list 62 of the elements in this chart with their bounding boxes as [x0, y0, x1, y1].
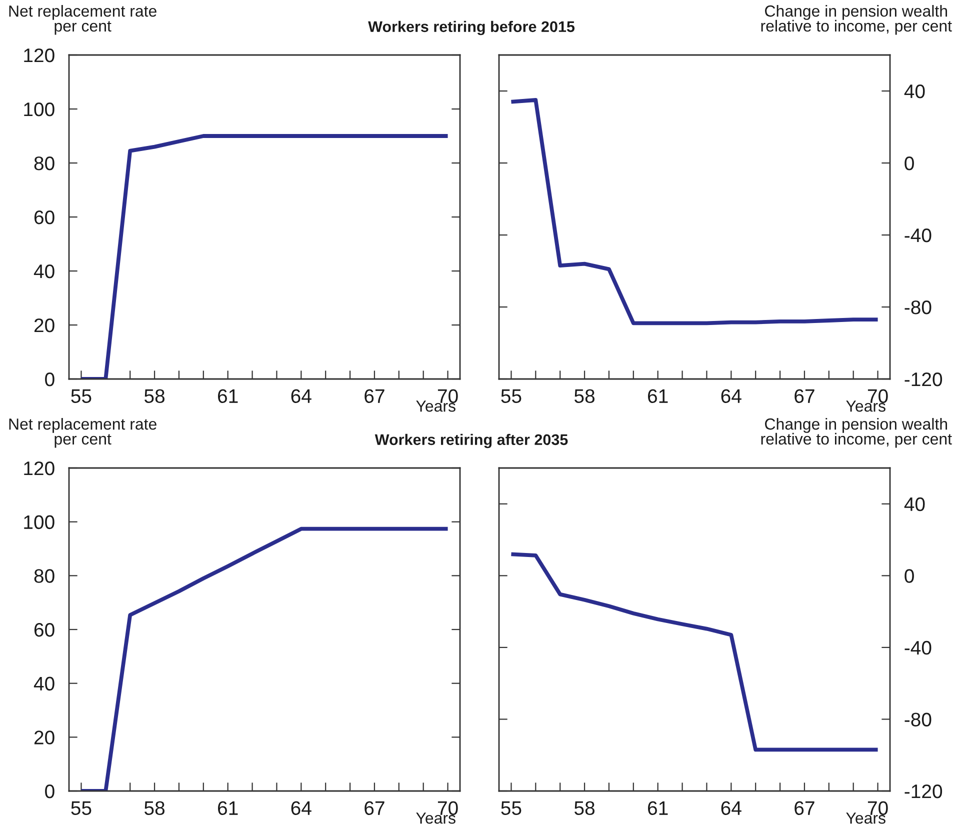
chart-title: Workers retiring after 2035 [374, 434, 568, 448]
y-tick-label: 60 [34, 622, 54, 637]
x-axis-title: Years [416, 812, 456, 824]
y2-tick-label: -80 [904, 300, 932, 314]
line-series [509, 98, 880, 326]
y2-tick-label: -40 [904, 640, 932, 655]
x-tick-label: 70 [438, 801, 458, 816]
x-tick-label: 58 [574, 389, 594, 404]
x-axis-title: Years [846, 812, 886, 824]
x-tick-label: 64 [291, 801, 312, 816]
x-tick-label: 55 [501, 389, 522, 404]
y2-tick-label: 40 [904, 84, 925, 98]
y-axis-title: Net replacement rate per cent [9, 5, 156, 35]
x-tick-label: 67 [364, 389, 384, 404]
x-axis-title: Years [846, 400, 886, 412]
x-tick-label: 70 [868, 801, 888, 816]
y2-tick-label: -120 [904, 784, 942, 798]
line-series [79, 526, 450, 791]
y-tick-label: 0 [45, 372, 54, 386]
x-tick-label: 61 [218, 801, 238, 816]
x-tick-label: 64 [721, 801, 742, 816]
x-tick-label: 55 [501, 801, 522, 816]
x-axis-title: Years [416, 400, 456, 412]
y-tick-label: 120 [24, 48, 54, 62]
y-tick-label: 100 [24, 102, 54, 116]
x-tick-label: 70 [438, 389, 458, 404]
y2-tick-label: 40 [904, 497, 925, 512]
y2-tick-label: 0 [904, 569, 914, 583]
x-tick-label: 55 [71, 801, 92, 816]
x-tick-label: 61 [218, 389, 238, 404]
y2-tick-label: -120 [904, 372, 942, 386]
x-tick-label: 58 [144, 389, 164, 404]
x-tick-label: 64 [291, 389, 312, 404]
x-tick-label: 67 [364, 801, 384, 816]
chart-title: Workers retiring before 2015 [368, 20, 575, 36]
y-axis-title: Net replacement rate per cent [9, 418, 156, 448]
x-tick-label: 61 [648, 389, 668, 404]
x-tick-label: 64 [721, 389, 742, 404]
y-tick-label: 100 [24, 515, 54, 530]
y-tick-label: 20 [34, 730, 54, 744]
x-tick-label: 70 [868, 389, 888, 404]
y-tick-label: 80 [34, 569, 54, 583]
y2-axis-title: Change in pension wealth relative to income, per cent [761, 5, 952, 35]
y-tick-label: 0 [45, 784, 54, 798]
x-tick-label: 67 [794, 801, 814, 816]
x-tick-label: 67 [794, 389, 814, 404]
line-series [509, 552, 880, 752]
y-tick-label: 40 [34, 676, 54, 691]
y2-axis-title: Change in pension wealth relative to income, per cent [761, 418, 952, 448]
y2-tick-label: -80 [904, 712, 932, 726]
y-tick-label: 80 [34, 156, 54, 170]
y2-tick-label: 0 [904, 156, 914, 170]
x-tick-label: 55 [71, 389, 92, 404]
y-tick-label: 20 [34, 318, 54, 332]
line-series [79, 134, 450, 379]
y-tick-label: 60 [34, 210, 54, 224]
y2-tick-label: -40 [904, 228, 932, 242]
y-tick-label: 120 [24, 461, 54, 476]
x-tick-label: 61 [648, 801, 668, 816]
y-tick-label: 40 [34, 264, 54, 278]
x-tick-label: 58 [144, 801, 164, 816]
x-tick-label: 58 [574, 801, 594, 816]
